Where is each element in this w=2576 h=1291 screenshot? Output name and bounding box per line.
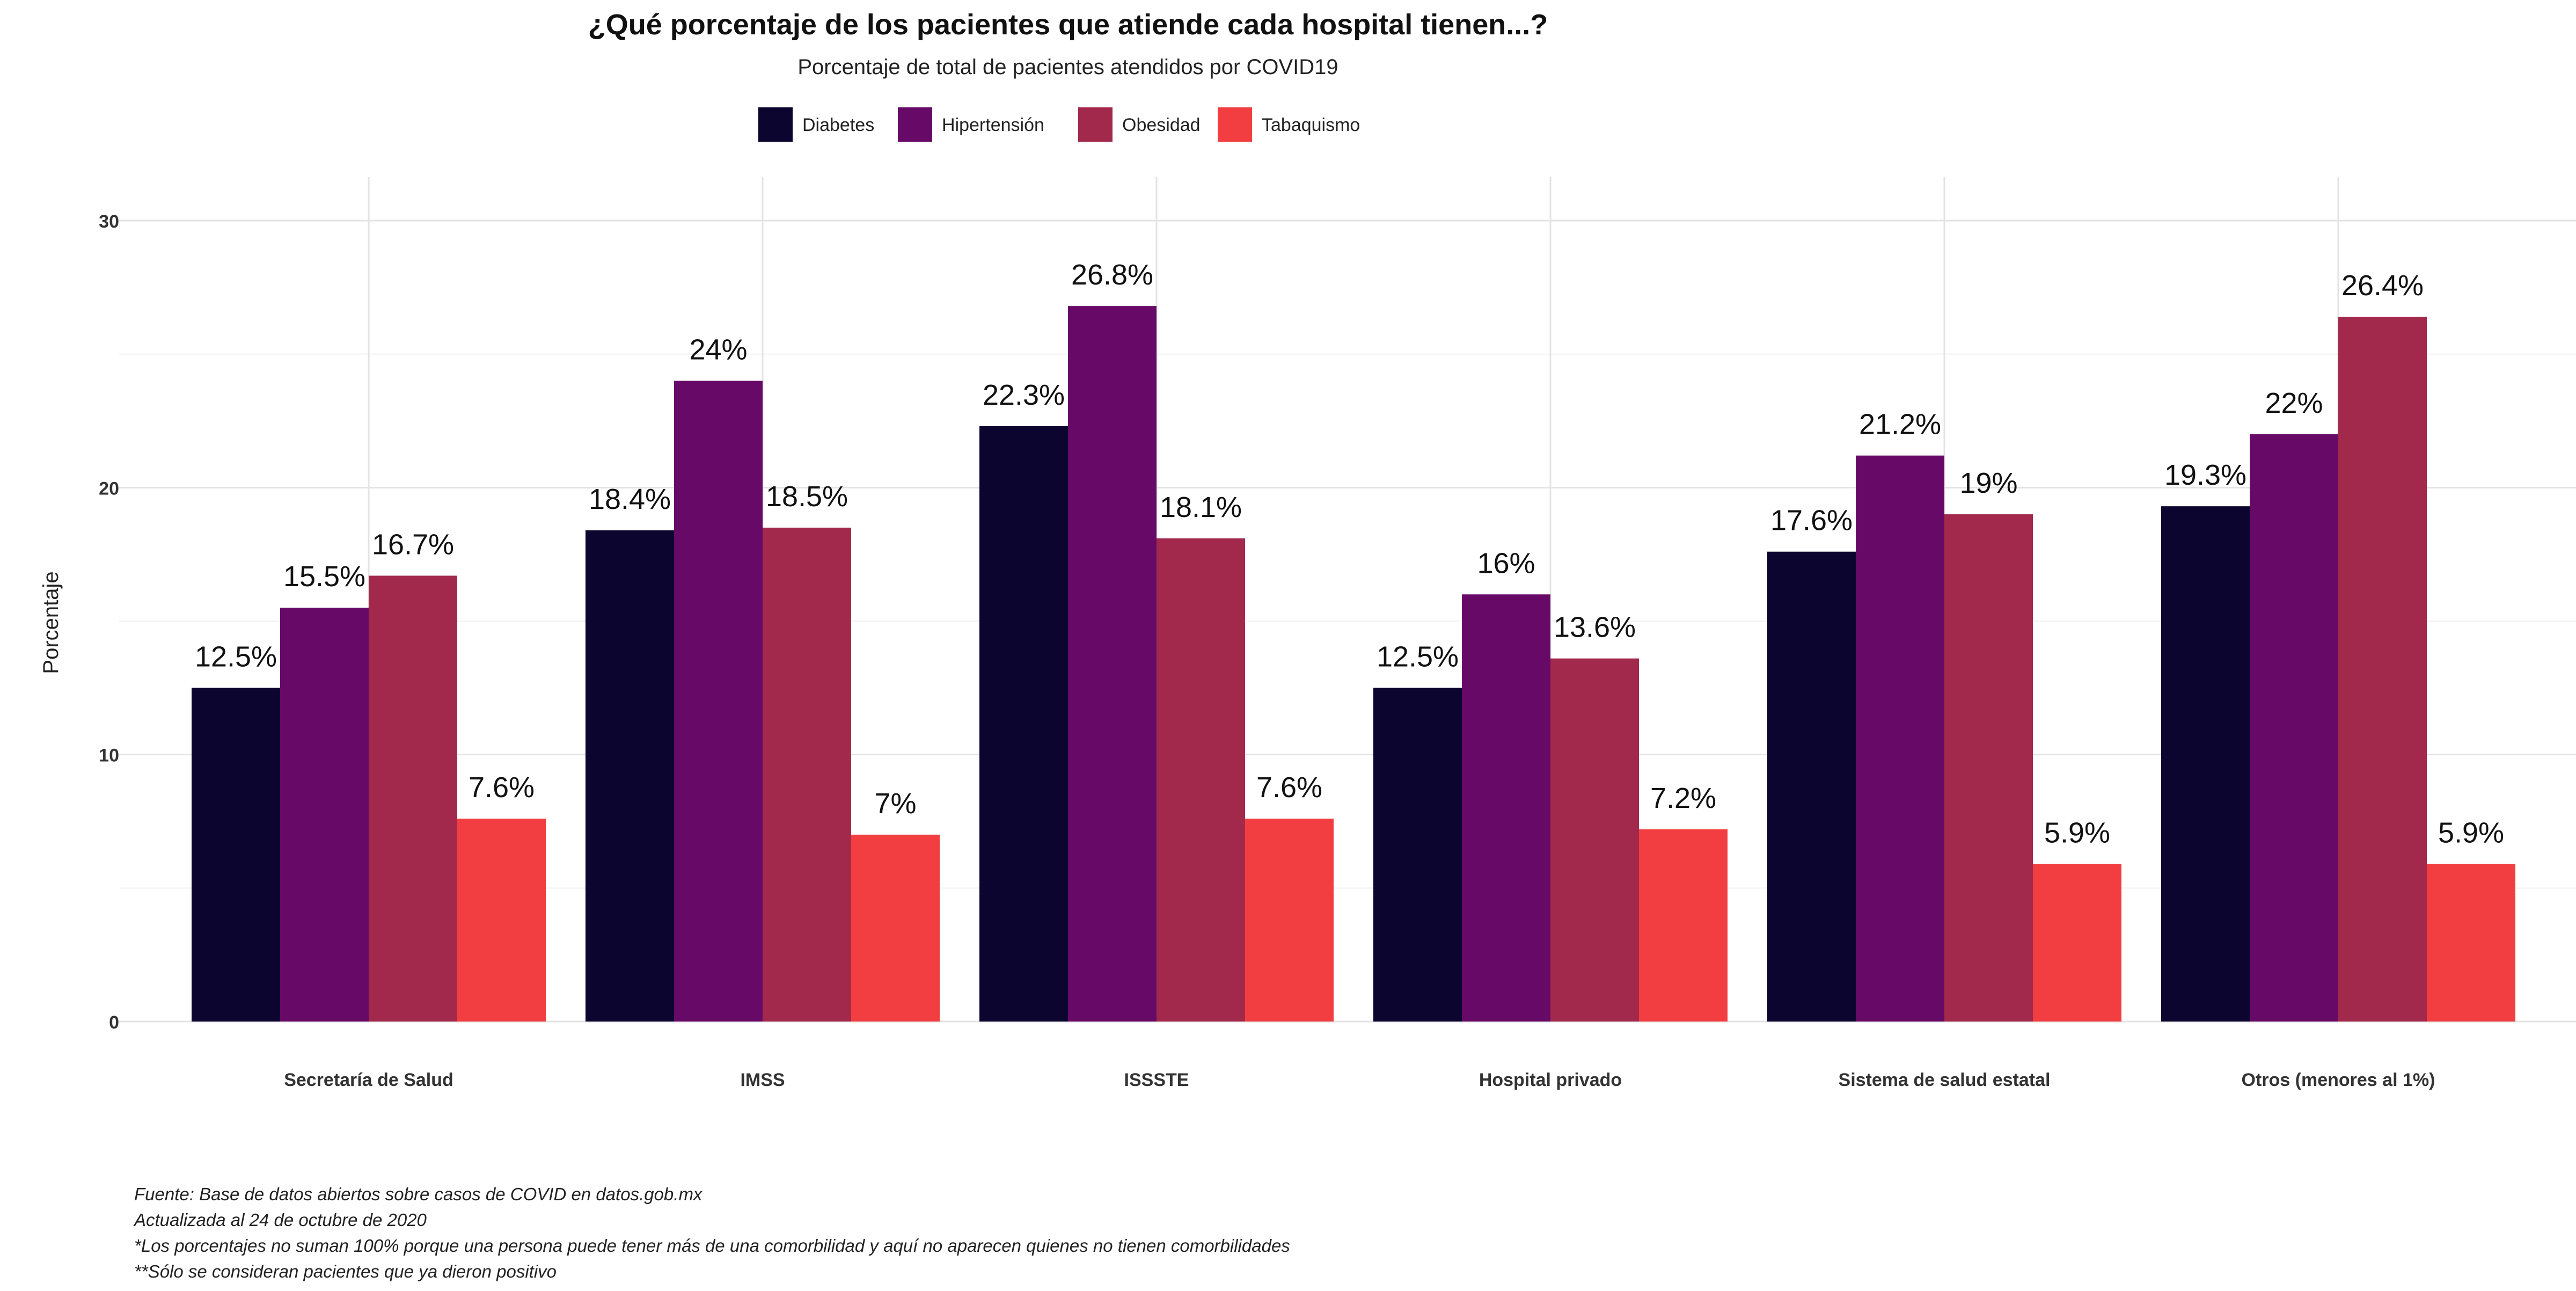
data-label: 21.2% bbox=[1859, 409, 1941, 441]
y-tick-label: 20 bbox=[99, 478, 119, 499]
x-tick-label: Otros (menores al 1%) bbox=[2242, 1070, 2435, 1090]
data-label: 26.8% bbox=[1071, 259, 1153, 291]
bar bbox=[1639, 829, 1728, 1022]
caption-line: **Sólo se consideran pacientes que ya di… bbox=[134, 1261, 557, 1281]
data-label: 7.6% bbox=[469, 771, 535, 804]
legend-label: Diabetes bbox=[802, 115, 874, 135]
caption-line: Fuente: Base de datos abiertos sobre cas… bbox=[134, 1184, 703, 1204]
data-label: 18.5% bbox=[766, 480, 848, 513]
bar bbox=[851, 834, 940, 1022]
y-tick-label: 10 bbox=[99, 746, 119, 766]
axes: 0 10 20 30 Secretaría de Salud IMSS ISSSTE Hosp… bbox=[99, 211, 2435, 1090]
data-labels: 12.5% 18.4% 22.3% 12.5% 17.6% 19.3% 15.5% 24% 26… bbox=[195, 259, 2504, 849]
bar bbox=[979, 426, 1068, 1022]
data-label: 18.4% bbox=[589, 483, 671, 515]
x-tick-label: Hospital privado bbox=[1479, 1070, 1622, 1090]
data-label: 13.6% bbox=[1554, 611, 1636, 644]
bar bbox=[1550, 658, 1639, 1022]
data-label: 12.5% bbox=[195, 640, 277, 673]
bar bbox=[1767, 551, 1856, 1022]
data-label: 16.7% bbox=[372, 528, 454, 560]
x-tick-label: IMSS bbox=[740, 1070, 785, 1090]
data-label: 16% bbox=[1477, 547, 1535, 579]
bars bbox=[192, 306, 2515, 1022]
legend-swatch bbox=[1078, 107, 1113, 142]
data-label: 7% bbox=[874, 787, 916, 820]
x-tick-label: Sistema de salud estatal bbox=[1839, 1070, 2051, 1090]
legend-swatch bbox=[898, 107, 932, 142]
bar bbox=[1462, 594, 1550, 1022]
data-label: 5.9% bbox=[2044, 817, 2110, 849]
data-label: 26.4% bbox=[2341, 269, 2424, 302]
data-label: 7.2% bbox=[1650, 782, 1716, 814]
legend-label: Hipertensión bbox=[942, 115, 1044, 135]
bar bbox=[1856, 455, 1944, 1022]
data-label: 22.3% bbox=[983, 379, 1065, 411]
bar bbox=[1944, 514, 2033, 1022]
data-label: 15.5% bbox=[283, 560, 365, 593]
caption: Fuente: Base de datos abiertos sobre cas… bbox=[133, 1184, 1290, 1281]
y-axis-title: Porcentaje bbox=[39, 571, 63, 674]
y-tick-label: 30 bbox=[99, 211, 119, 232]
x-tick-label: Secretaría de Salud bbox=[284, 1070, 453, 1090]
data-label: 18.1% bbox=[1160, 491, 1242, 523]
bar bbox=[1068, 306, 1157, 1022]
bar bbox=[2033, 864, 2121, 1022]
x-tick-label: ISSSTE bbox=[1124, 1070, 1189, 1090]
bar bbox=[280, 608, 369, 1022]
legend-swatch bbox=[1218, 107, 1252, 142]
data-label: 19% bbox=[1959, 467, 2017, 499]
data-label: 5.9% bbox=[2438, 817, 2504, 849]
bar bbox=[2427, 864, 2515, 1022]
bar bbox=[369, 575, 457, 1022]
caption-line: Actualizada al 24 de octubre de 2020 bbox=[133, 1210, 427, 1230]
legend-label: Tabaquismo bbox=[1262, 115, 1360, 135]
chart-subtitle: Porcentaje de total de pacientes atendid… bbox=[797, 55, 1338, 79]
bar bbox=[457, 819, 546, 1022]
bar bbox=[2338, 317, 2427, 1022]
bar bbox=[586, 530, 674, 1022]
legend-label: Obesidad bbox=[1122, 115, 1201, 135]
y-tick-label: 0 bbox=[109, 1012, 119, 1033]
chart-title: ¿Qué porcentaje de los pacientes que ati… bbox=[588, 9, 1548, 41]
data-label: 22% bbox=[2265, 387, 2323, 419]
bar bbox=[192, 688, 280, 1022]
bar bbox=[1245, 819, 1334, 1022]
data-label: 7.6% bbox=[1256, 771, 1322, 804]
legend-swatch bbox=[758, 107, 793, 142]
data-label: 12.5% bbox=[1377, 640, 1459, 673]
bar bbox=[1373, 688, 1462, 1022]
data-label: 24% bbox=[689, 333, 747, 366]
bar bbox=[763, 527, 851, 1022]
bar bbox=[674, 381, 763, 1022]
legend: Diabetes Hipertensión Obesidad Tabaquismo bbox=[758, 107, 1360, 142]
data-label: 17.6% bbox=[1770, 505, 1853, 537]
caption-line: *Los porcentajes no suman 100% porque un… bbox=[134, 1236, 1290, 1256]
data-label: 19.3% bbox=[2164, 459, 2246, 491]
bar bbox=[2161, 506, 2250, 1022]
bar bbox=[2250, 434, 2338, 1022]
bar bbox=[1157, 538, 1245, 1022]
